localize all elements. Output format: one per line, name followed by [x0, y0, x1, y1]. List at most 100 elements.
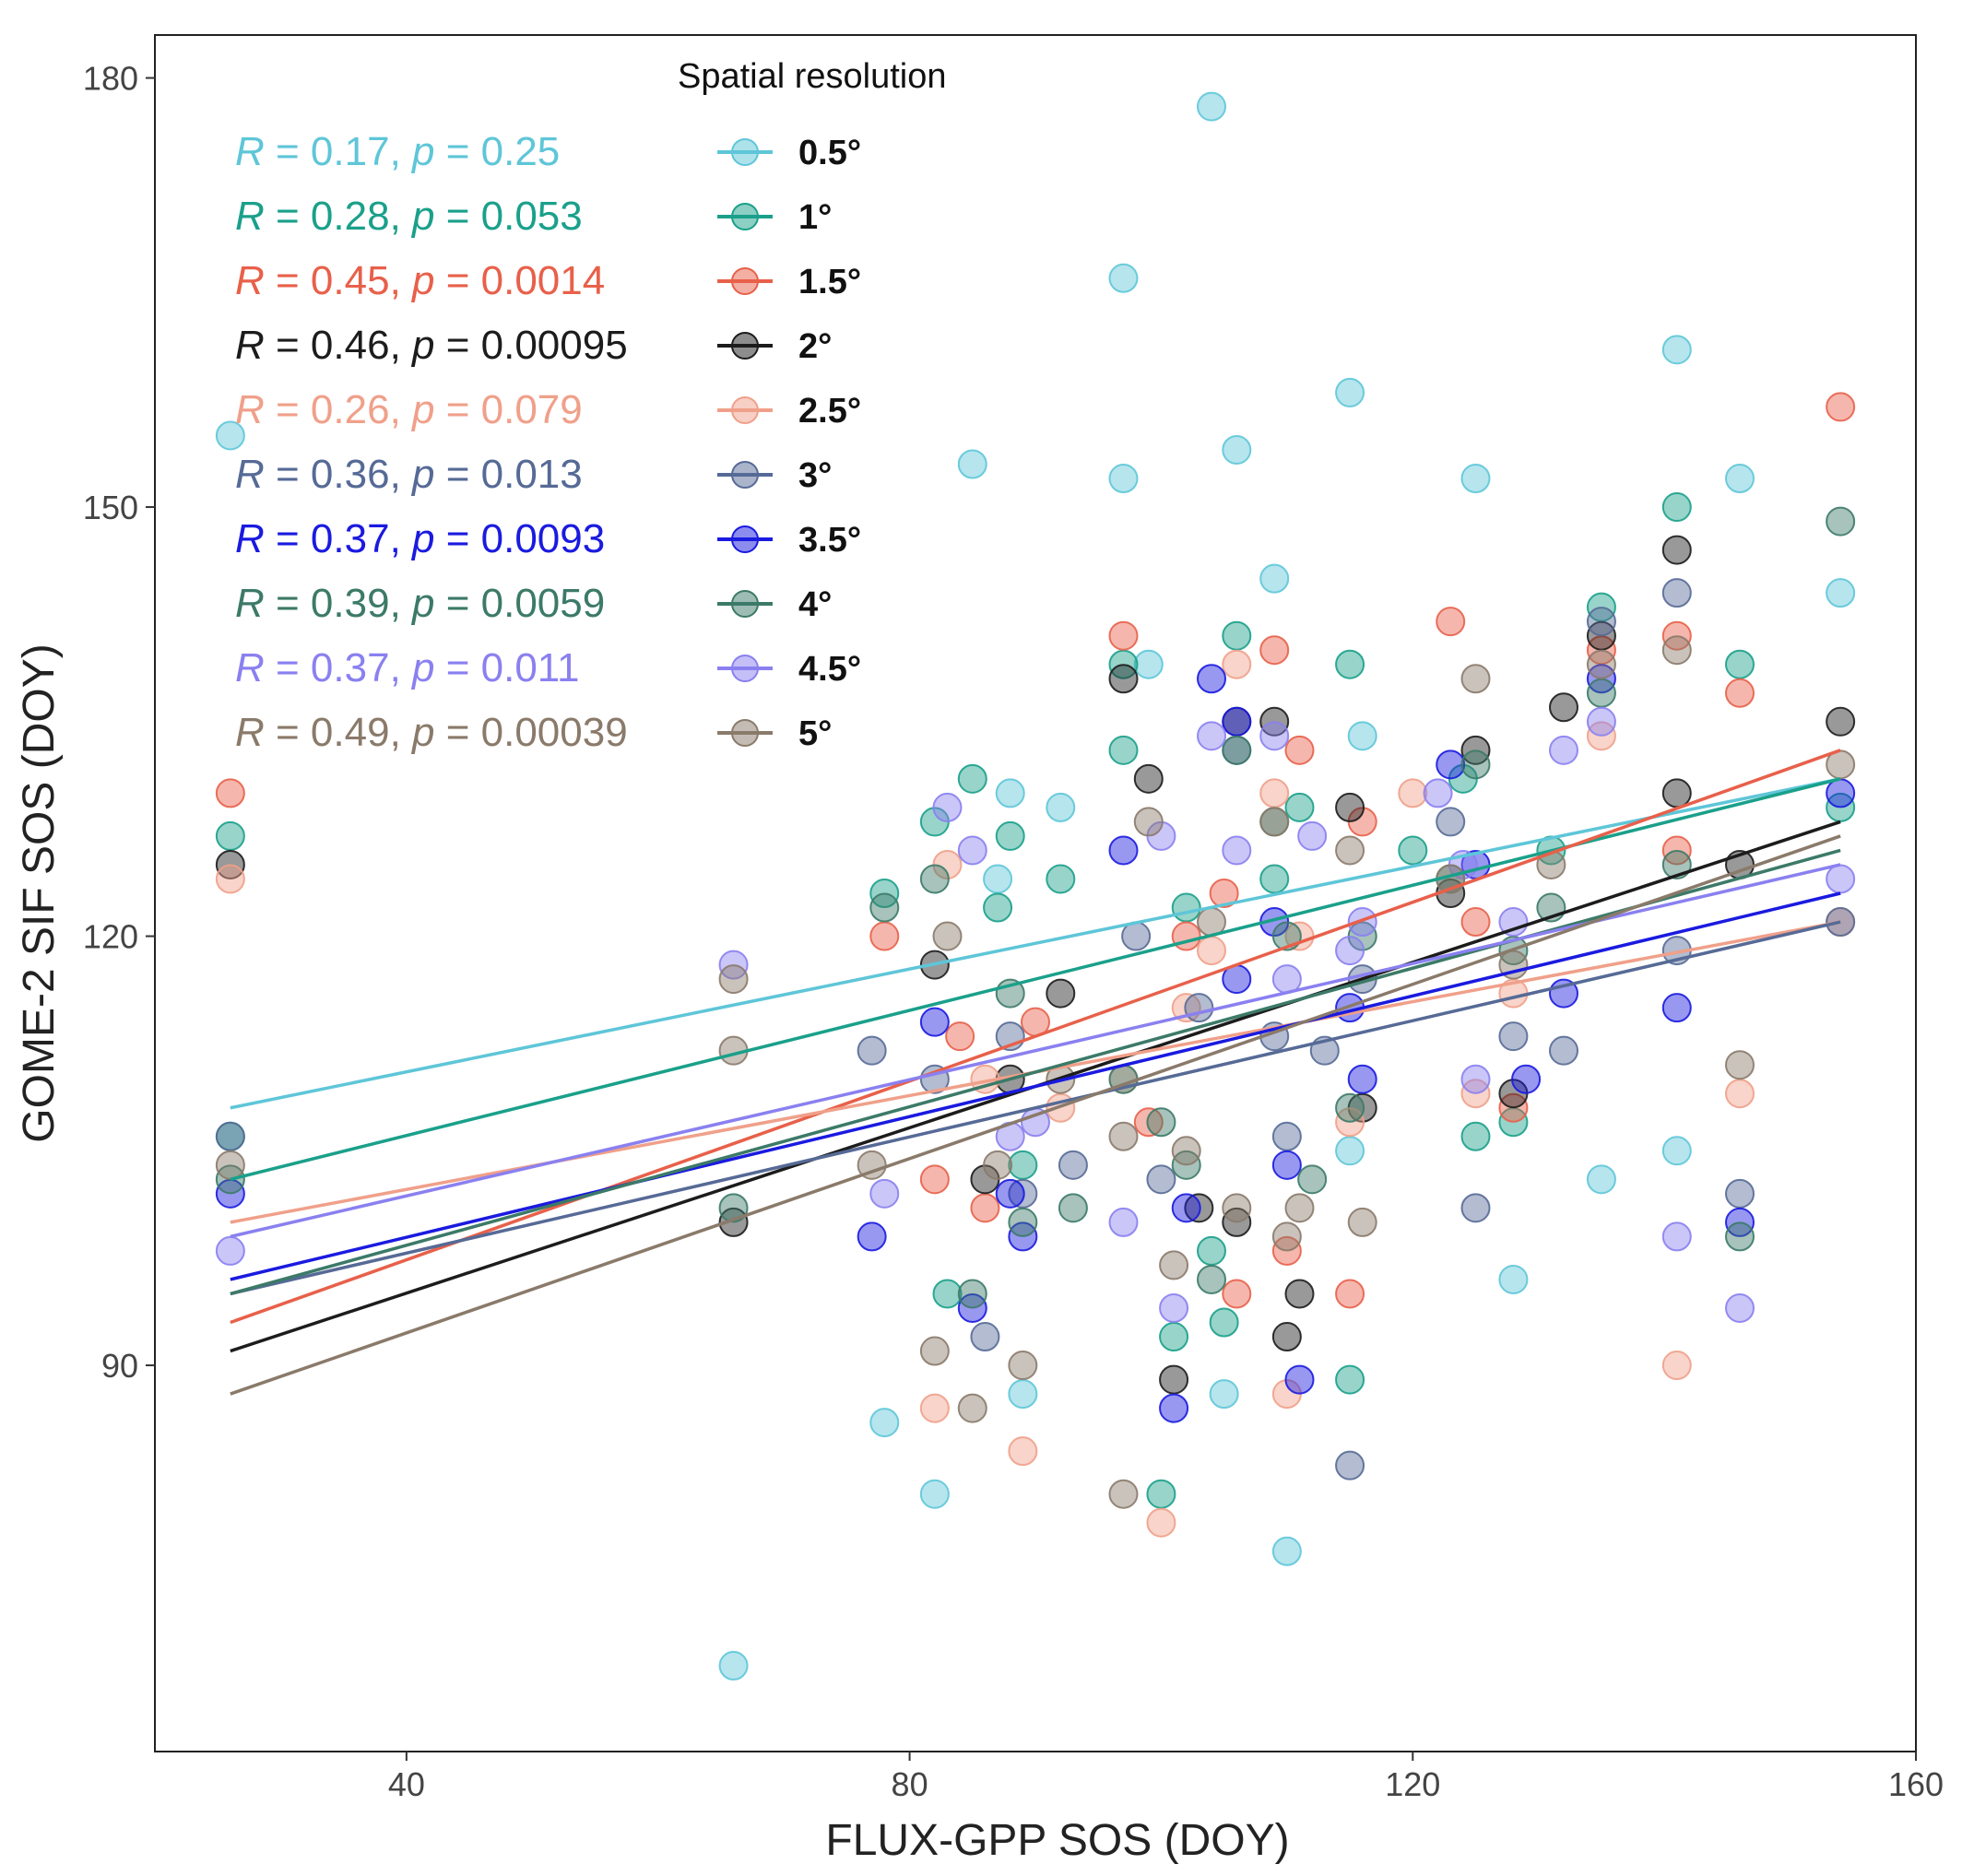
data-point [1284, 792, 1315, 822]
data-point [1108, 620, 1139, 651]
data-point [919, 1479, 950, 1509]
data-point [1297, 1164, 1328, 1195]
y-axis-title: GOME-2 SIF SOS (DOY) [15, 643, 64, 1142]
data-point [1222, 649, 1252, 679]
data-point [1549, 692, 1578, 723]
data-point [1197, 721, 1226, 751]
data-point [869, 1408, 900, 1438]
data-point [919, 1164, 950, 1195]
series-stat-label: R = 0.45, p = 0.0014 [235, 258, 605, 303]
data-point [1146, 1479, 1176, 1509]
regression-line [230, 863, 1841, 1239]
data-point [1661, 335, 1692, 365]
data-point [1046, 792, 1076, 822]
data-point [1184, 1193, 1214, 1223]
data-point [1498, 1264, 1529, 1294]
data-point [1133, 763, 1164, 794]
y-tick-label: 120 [83, 918, 138, 956]
data-point [995, 1178, 1025, 1209]
data-point [215, 864, 245, 894]
data-point [1460, 749, 1491, 780]
data-point [1586, 607, 1616, 637]
data-point [1046, 864, 1076, 894]
data-point [1335, 835, 1365, 866]
regression-line [230, 749, 1841, 1325]
data-point [1197, 1235, 1226, 1266]
data-point [869, 1178, 900, 1209]
data-point [1511, 1064, 1542, 1094]
data-point [1436, 607, 1466, 637]
data-point [1222, 706, 1252, 737]
data-point [983, 864, 1013, 894]
data-point [1108, 1121, 1139, 1151]
data-point [857, 1150, 887, 1180]
data-point [1197, 664, 1226, 694]
regression-line [230, 834, 1841, 1396]
data-point [1259, 807, 1290, 837]
data-point [1108, 664, 1139, 694]
data-point [945, 1021, 975, 1052]
data-point [1661, 492, 1692, 523]
series-stat-label: R = 0.46, p = 0.00095 [235, 323, 628, 368]
data-point [932, 921, 963, 951]
data-point [1008, 1150, 1038, 1180]
data-point [1423, 778, 1453, 808]
data-point [1725, 1178, 1755, 1209]
data-point [1159, 1292, 1189, 1323]
data-point [1171, 1136, 1201, 1166]
data-point [1058, 1193, 1088, 1223]
data-point [1347, 721, 1377, 751]
x-tick-label: 40 [388, 1765, 425, 1803]
data-point [1133, 1107, 1164, 1138]
data-point [1586, 1164, 1616, 1195]
data-point [1460, 1121, 1491, 1151]
data-point [1159, 1250, 1189, 1280]
data-point [1335, 1450, 1365, 1481]
data-point [1398, 835, 1428, 866]
data-point [1222, 735, 1252, 765]
legend-key-marker [731, 332, 759, 360]
x-tick-label: 80 [892, 1765, 928, 1803]
legend: 0.5° 1° 1.5° 2° 2.5° 3° 3.5° 4° 4.5° 5° [717, 134, 861, 753]
x-axis-title: FLUX-GPP SOS (DOY) [825, 1816, 1289, 1865]
legend-key-marker [731, 655, 759, 682]
data-point [919, 1393, 950, 1423]
data-point [995, 820, 1025, 851]
data-point [1108, 263, 1139, 293]
data-point [1498, 1021, 1529, 1052]
legend-key-marker [731, 590, 759, 618]
data-point [215, 778, 245, 808]
data-point [957, 835, 987, 866]
data-point [1335, 1092, 1365, 1123]
data-point [1008, 1178, 1038, 1209]
data-point [1222, 1279, 1252, 1309]
data-point [1549, 1035, 1578, 1066]
data-point [718, 1193, 749, 1223]
data-point [1271, 1150, 1302, 1180]
data-point [1586, 678, 1616, 708]
data-point [1184, 993, 1214, 1023]
data-point [1460, 664, 1491, 694]
data-point [1826, 392, 1856, 422]
data-point [215, 420, 245, 451]
data-point [1222, 434, 1252, 465]
data-point [1146, 1107, 1176, 1138]
data-point [1284, 1279, 1315, 1309]
legend-label: 2° [798, 327, 832, 366]
legend-label: 0.5° [798, 134, 861, 172]
data-point [1284, 1364, 1315, 1395]
data-point [957, 449, 987, 479]
data-point [1460, 1064, 1491, 1094]
data-point [1335, 649, 1365, 679]
data-point [932, 792, 963, 822]
series-stat-label: R = 0.37, p = 0.0093 [235, 516, 605, 561]
data-point [1259, 864, 1290, 894]
legend-label: 1.5° [798, 263, 861, 301]
data-point [1661, 1351, 1692, 1381]
data-point [1271, 1322, 1302, 1352]
data-point [1826, 506, 1856, 537]
data-point [1335, 377, 1365, 407]
data-point [869, 921, 900, 951]
data-point [215, 1235, 245, 1266]
